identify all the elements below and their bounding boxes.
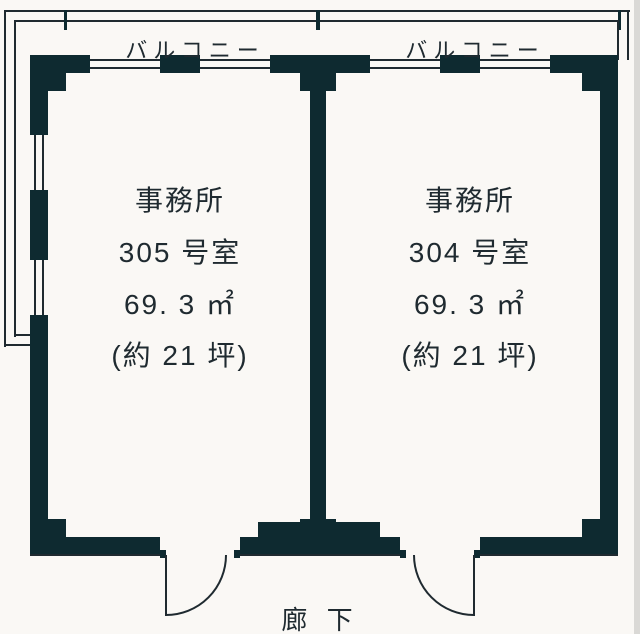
room-305-number: 305 号室 bbox=[70, 227, 290, 279]
room-304-block: 事務所 304 号室 69. 3 ㎡ (約 21 坪) bbox=[360, 175, 580, 382]
room-304-tsubo: (約 21 坪) bbox=[360, 330, 580, 382]
corridor-label: 廊 下 bbox=[0, 600, 640, 634]
balcony-label-left: バルコニー bbox=[70, 33, 320, 65]
floorplan-stage: バルコニー バルコニー 事務所 305 号室 69. 3 ㎡ (約 21 坪) … bbox=[0, 0, 640, 634]
balcony-label-right: バルコニー bbox=[350, 33, 600, 65]
room-305-area: 69. 3 ㎡ bbox=[70, 279, 290, 331]
room-305-tsubo: (約 21 坪) bbox=[70, 330, 290, 382]
room-305-block: 事務所 305 号室 69. 3 ㎡ (約 21 坪) bbox=[70, 175, 290, 382]
room-304-number: 304 号室 bbox=[360, 227, 580, 279]
room-304-area: 69. 3 ㎡ bbox=[360, 279, 580, 331]
room-304-type: 事務所 bbox=[360, 175, 580, 227]
room-305-type: 事務所 bbox=[70, 175, 290, 227]
